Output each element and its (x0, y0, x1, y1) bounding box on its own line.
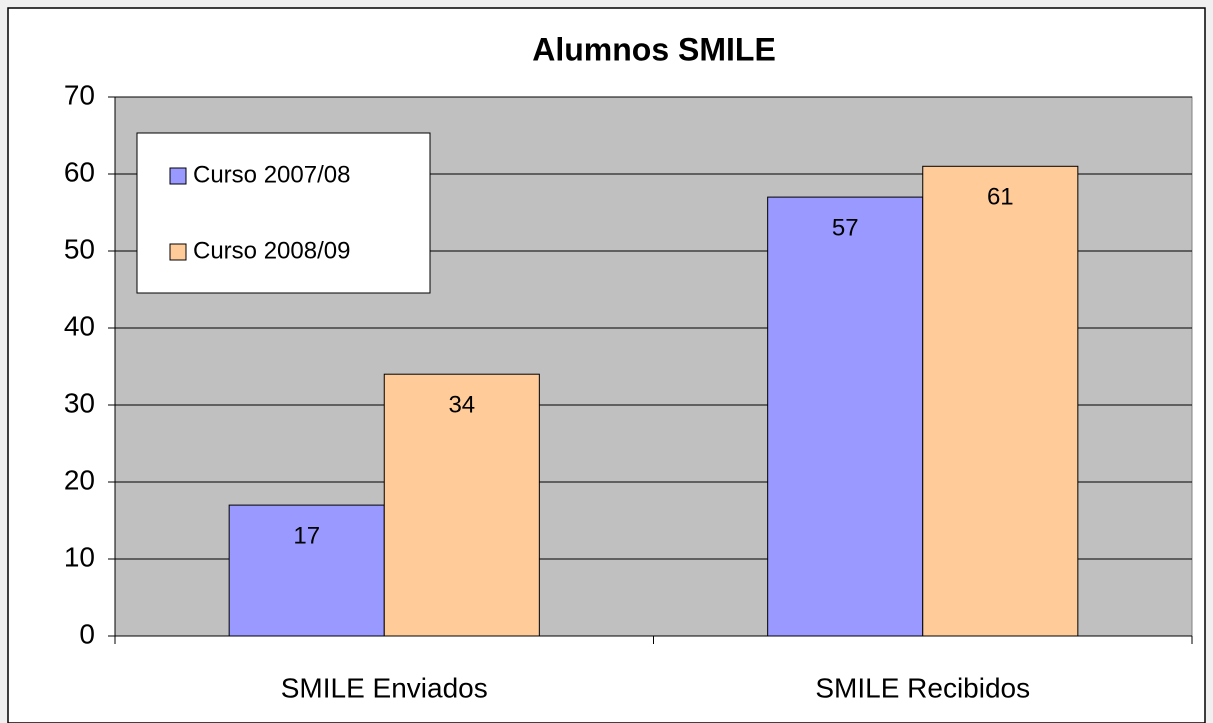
legend-swatch (169, 167, 187, 185)
x-tick-label: SMILE Enviados (281, 672, 488, 703)
bar (228, 504, 385, 637)
legend-label: Curso 2007/08 (193, 161, 350, 188)
y-tick-label: 50 (64, 233, 95, 264)
y-tick-label: 10 (64, 541, 95, 572)
bar (767, 196, 924, 637)
y-tick-label: 40 (64, 310, 95, 341)
data-label: 34 (448, 392, 475, 419)
data-label: 57 (832, 214, 859, 241)
y-tick-label: 60 (64, 156, 95, 187)
bar (383, 373, 540, 637)
y-tick-label: 0 (79, 618, 95, 649)
y-tick-label: 70 (64, 79, 95, 110)
bar (922, 165, 1079, 637)
data-label: 17 (293, 522, 320, 549)
y-tick-label: 30 (64, 387, 95, 418)
legend-swatch (169, 243, 187, 261)
legend (136, 132, 431, 294)
data-label: 61 (987, 184, 1014, 211)
x-tick-label: SMILE Recibidos (815, 672, 1030, 703)
legend-label: Curso 2008/09 (193, 237, 350, 264)
y-tick-label: 20 (64, 464, 95, 495)
chart-title: Alumnos SMILE (532, 31, 776, 67)
